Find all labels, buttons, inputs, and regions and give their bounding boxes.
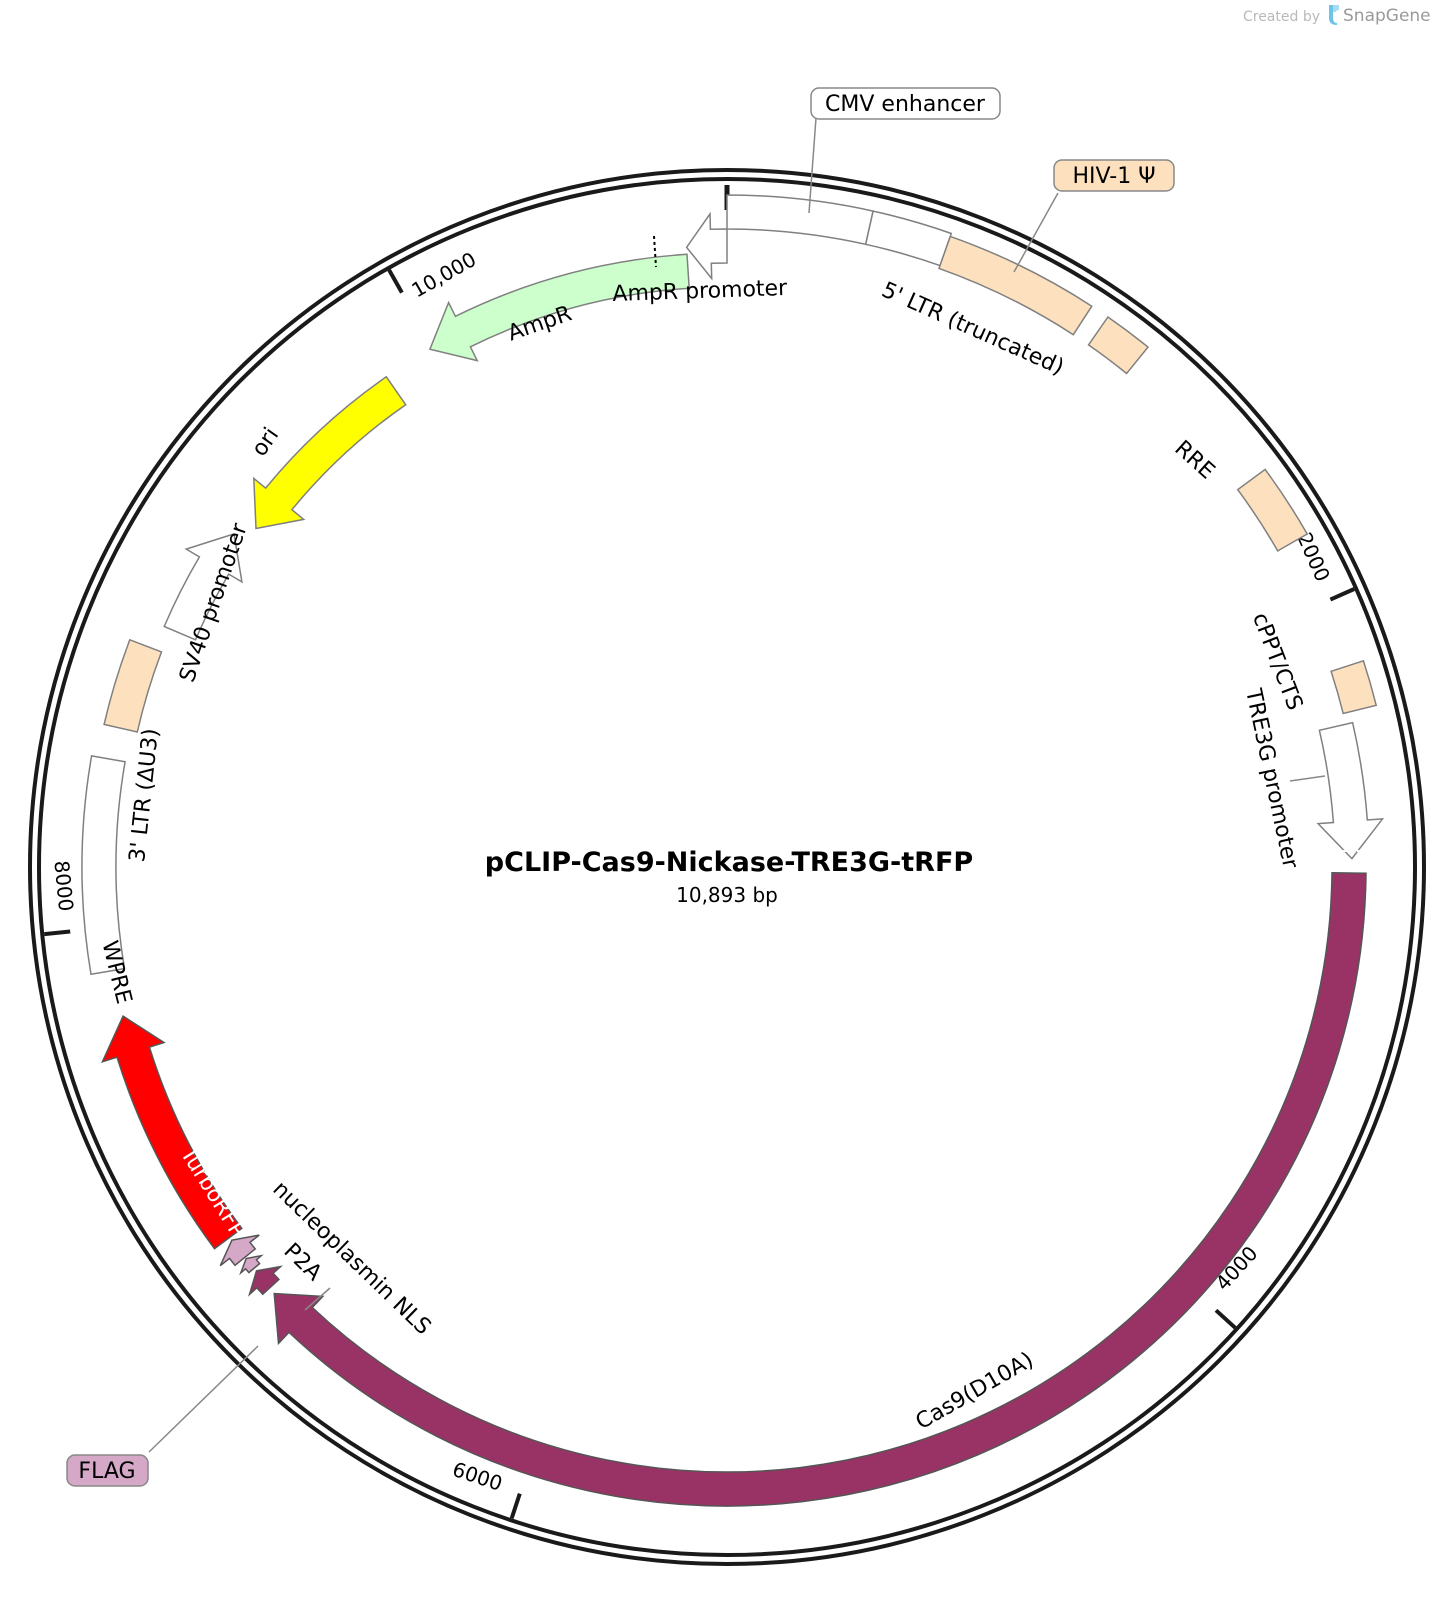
hiv1-psi-label: HIV-1 Ψ: [1072, 164, 1155, 189]
p2a-label: P2A: [279, 1239, 327, 1286]
tick-label-8000: 8000: [49, 859, 78, 912]
cmv-enhancer-callout: CMV enhancer: [810, 87, 1001, 120]
credit-prefix: Created by: [1243, 9, 1320, 25]
snapgene-credit: Created by SnapGene: [1243, 5, 1431, 26]
hiv1-psi-feature[interactable]: [1087, 315, 1150, 375]
ltr3-feature[interactable]: [103, 638, 163, 733]
flag-label: FLAG: [78, 1459, 135, 1484]
plasmid-size: 10,893 bp: [676, 883, 778, 907]
wpre-feature[interactable]: [81, 755, 126, 976]
ampr-promoter-label: AmpR promoter: [612, 276, 789, 307]
flag-callout: FLAG: [66, 1454, 149, 1487]
cmv-enhancer-feature[interactable]: [726, 194, 874, 246]
flag-feature[interactable]: [239, 1254, 264, 1276]
cas9-feature[interactable]: [273, 872, 1367, 1507]
features: [81, 194, 1385, 1507]
tick-8000: 8000: [44, 859, 78, 937]
ltr5-feature[interactable]: [938, 235, 1093, 336]
tick-label-10000: 10,000: [407, 247, 480, 302]
ampr-feature[interactable]: [428, 253, 690, 362]
leader-lines: [148, 117, 1326, 1453]
ampr-promoter-feature[interactable]: [685, 211, 728, 281]
tre3g-promoter-feature[interactable]: [1316, 721, 1385, 860]
p2a-feature[interactable]: [219, 1234, 260, 1267]
plasmid-name: pCLIP-Cas9-Nickase-TRE3G-tRFP: [485, 847, 973, 878]
cppt-cts-feature[interactable]: [1330, 659, 1378, 715]
rre-label: RRE: [1169, 436, 1219, 484]
ltr3-label: 3' LTR (ΔU3): [125, 727, 164, 863]
ori-feature[interactable]: [252, 375, 407, 530]
hiv1-psi-callout: HIV-1 Ψ: [1053, 159, 1175, 192]
turborfp-feature[interactable]: [101, 1014, 243, 1250]
ori-label: ori: [247, 423, 284, 461]
rre-feature[interactable]: [1236, 468, 1309, 552]
tick-10000: 10,000: [387, 247, 480, 302]
nucleoplasmin-nls-feature[interactable]: [248, 1265, 284, 1297]
tre3g-promoter-label: TRE3G promoter: [1240, 686, 1303, 872]
cmv-promoter-feature[interactable]: [864, 210, 953, 267]
snapgene-logo-icon: [1329, 5, 1339, 25]
sv40-promoter-feature[interactable]: [163, 532, 243, 641]
ampr-dashed-marker: [653, 235, 657, 268]
credit-brand: SnapGene: [1343, 6, 1431, 26]
cmv-enhancer-label: CMV enhancer: [825, 92, 986, 117]
